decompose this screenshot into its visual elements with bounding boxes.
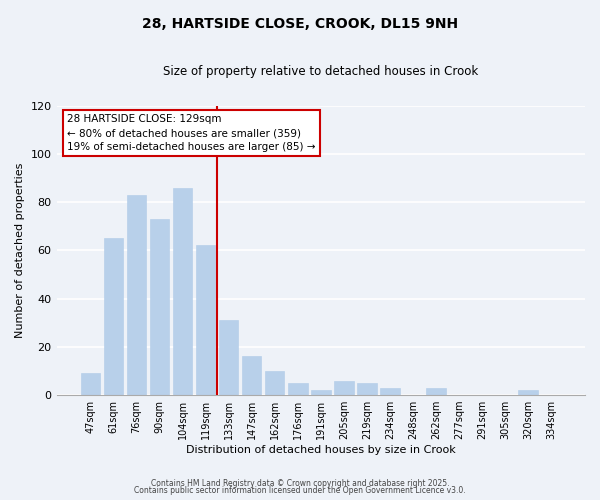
Bar [518, 390, 538, 395]
Bar [426, 388, 446, 395]
Bar [265, 371, 284, 395]
Bar [196, 246, 215, 395]
Text: Contains public sector information licensed under the Open Government Licence v3: Contains public sector information licen… [134, 486, 466, 495]
Bar [127, 195, 146, 395]
Bar [219, 320, 238, 395]
Bar [173, 188, 193, 395]
Bar [104, 238, 123, 395]
Bar [149, 219, 169, 395]
X-axis label: Distribution of detached houses by size in Crook: Distribution of detached houses by size … [186, 445, 455, 455]
Bar [242, 356, 262, 395]
Bar [334, 380, 353, 395]
Y-axis label: Number of detached properties: Number of detached properties [15, 162, 25, 338]
Text: 28, HARTSIDE CLOSE, CROOK, DL15 9NH: 28, HARTSIDE CLOSE, CROOK, DL15 9NH [142, 18, 458, 32]
Bar [311, 390, 331, 395]
Title: Size of property relative to detached houses in Crook: Size of property relative to detached ho… [163, 65, 478, 78]
Bar [80, 374, 100, 395]
Text: Contains HM Land Registry data © Crown copyright and database right 2025.: Contains HM Land Registry data © Crown c… [151, 478, 449, 488]
Bar [288, 383, 308, 395]
Bar [380, 388, 400, 395]
Bar [357, 383, 377, 395]
Text: 28 HARTSIDE CLOSE: 129sqm
← 80% of detached houses are smaller (359)
19% of semi: 28 HARTSIDE CLOSE: 129sqm ← 80% of detac… [67, 114, 316, 152]
